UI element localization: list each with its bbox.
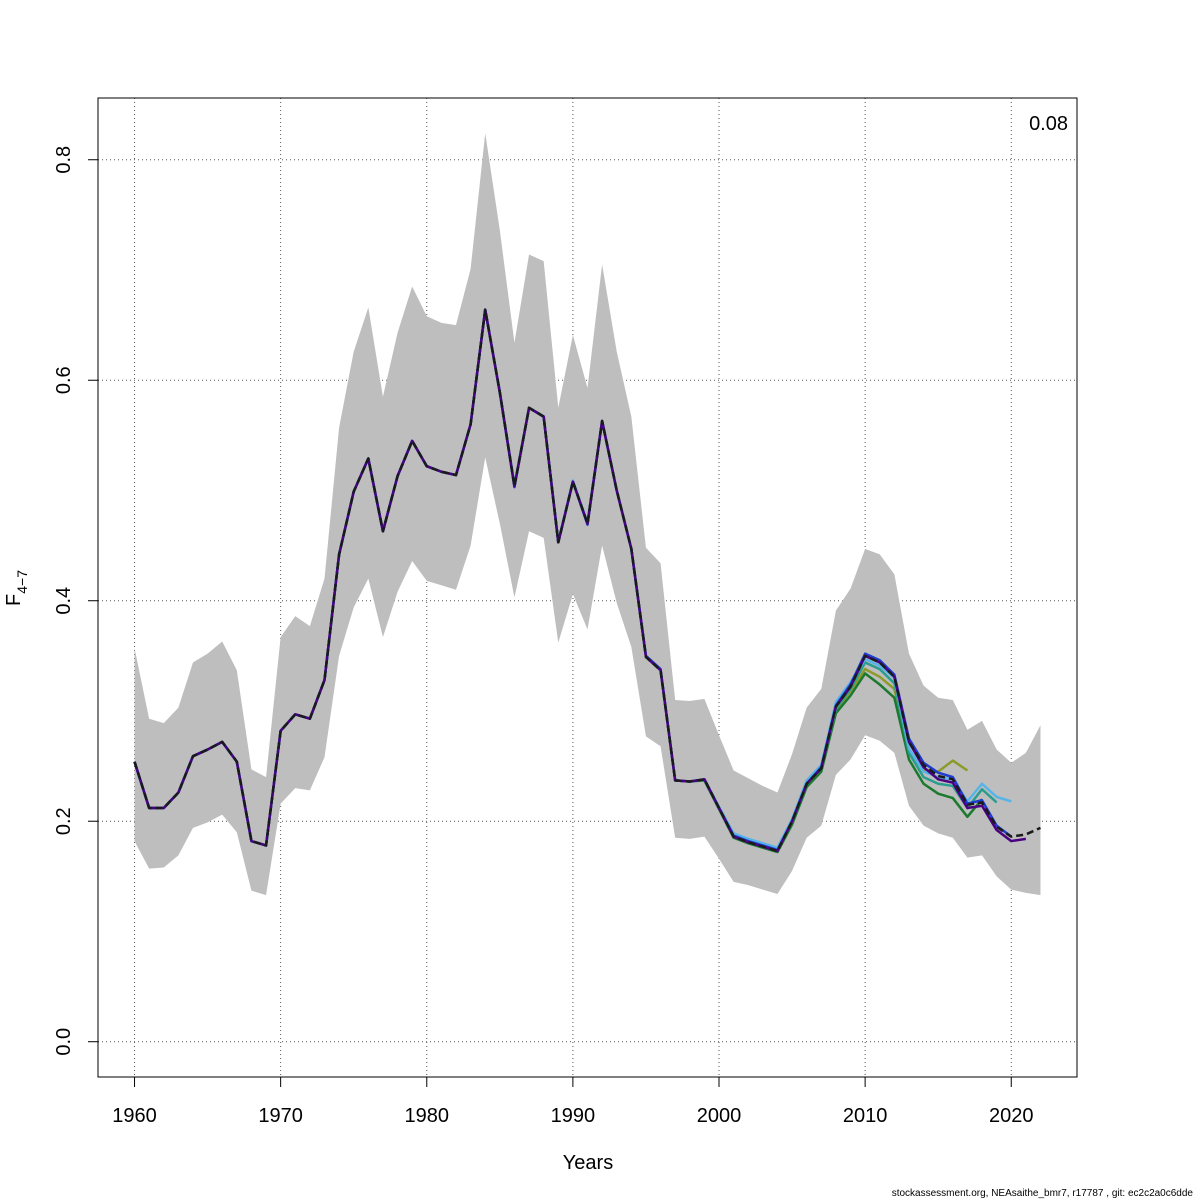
x-tick-label-4: 2000 — [697, 1105, 742, 1127]
x-tick-label-0: 1960 — [112, 1105, 157, 1127]
y-tick-label-2: 0.4 — [53, 587, 75, 615]
y-tick-label-4: 0.8 — [53, 146, 75, 174]
y-tick-label-0: 0.0 — [53, 1028, 75, 1056]
y-axis-title-base: F — [3, 594, 25, 606]
x-tick-label-2: 1980 — [405, 1105, 450, 1127]
x-tick-label-3: 1990 — [551, 1105, 596, 1127]
y-axis-title-subscript: 4−7 — [14, 570, 30, 594]
x-tick-label-1: 1970 — [258, 1105, 303, 1127]
x-axis: 1960 1970 1980 1990 2000 2010 2020 — [112, 1076, 1034, 1127]
x-tick-label-6: 2020 — [989, 1105, 1034, 1127]
x-axis-title: Years — [563, 1152, 613, 1174]
series-line-0 — [133, 308, 1041, 853]
y-tick-label-1: 0.2 — [53, 807, 75, 835]
y-tick-label-3: 0.6 — [53, 366, 75, 394]
x-tick-label-5: 2010 — [843, 1105, 888, 1127]
y-axis-title: F4−7 — [3, 570, 30, 606]
series-lines — [133, 308, 1041, 854]
y-axis: 0.0 0.2 0.4 0.6 0.8 — [53, 146, 99, 1056]
footer-credit: stockassessment.org, NEAsaithe_bmr7, r17… — [892, 1188, 1194, 1199]
annotation-value: 0.08 — [1029, 113, 1068, 135]
